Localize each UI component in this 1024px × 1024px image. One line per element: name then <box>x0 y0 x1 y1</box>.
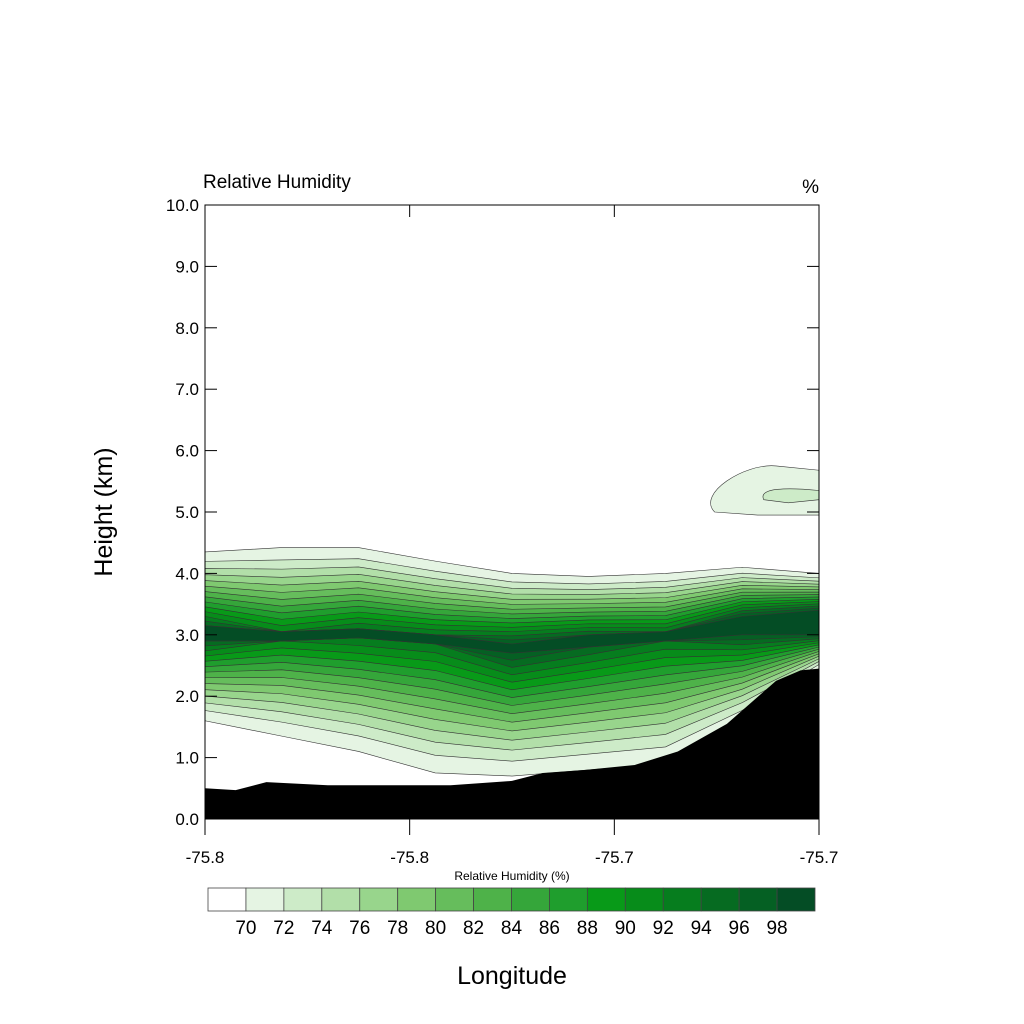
terrain <box>205 668 819 819</box>
y-tick-label: 6.0 <box>175 442 199 461</box>
y-tick-label: 0.0 <box>175 810 199 829</box>
y-tick-label: 10.0 <box>166 196 199 215</box>
colorbar-label: 76 <box>349 918 370 939</box>
colorbar-box <box>245 887 285 912</box>
colorbar-box <box>397 887 437 912</box>
x-axis: -75.8 -75.8 -75.7 -75.7 <box>186 205 839 867</box>
colorbar-box <box>283 887 323 912</box>
colorbar-box <box>435 887 474 912</box>
colorbar-box <box>549 887 588 912</box>
colorbar-box <box>586 887 626 912</box>
colorbar-box <box>473 887 512 912</box>
colorbar-label: 92 <box>653 918 674 939</box>
y-tick-label: 3.0 <box>175 626 199 645</box>
terrain-fill <box>205 668 819 819</box>
colorbar-label: 98 <box>766 918 787 939</box>
colorbar-label: 74 <box>311 918 333 939</box>
y-tick-label: 9.0 <box>175 257 199 276</box>
y-axis-label: Height (km) <box>90 447 118 576</box>
colorbar-box <box>511 887 550 912</box>
colorbar-label: 82 <box>463 918 484 939</box>
y-tick-label: 4.0 <box>175 564 199 583</box>
x-axis-label: Longitude <box>457 962 567 990</box>
colorbar-box <box>207 887 247 912</box>
y-tick-label: 2.0 <box>175 687 199 706</box>
colorbar-label: 78 <box>387 918 408 939</box>
colorbar-label: 84 <box>501 918 523 939</box>
y-tick-label: 8.0 <box>175 319 199 338</box>
colorbar-title: Relative Humidity (%) <box>454 869 569 883</box>
x-tick-label: -75.7 <box>800 848 839 867</box>
colorbar-label: 72 <box>273 918 294 939</box>
units-label: % <box>802 177 819 198</box>
colorbar-label: 86 <box>539 918 560 939</box>
colorbar-box <box>359 887 399 912</box>
chart-title: Relative Humidity <box>203 172 351 193</box>
colorbar-box <box>662 887 702 912</box>
y-tick-label: 5.0 <box>175 503 199 522</box>
colorbar-label: 70 <box>235 918 256 939</box>
colorbar-label: 96 <box>729 918 750 939</box>
y-axis: 0.0 1.0 2.0 3.0 4.0 5.0 6.0 7.0 8.0 9.0 10.0 <box>166 196 819 829</box>
colorbar-label: 94 <box>691 918 713 939</box>
x-tick-label: -75.8 <box>186 848 225 867</box>
y-tick-label: 1.0 <box>175 749 199 768</box>
colorbar-label: 88 <box>577 918 598 939</box>
colorbar-box <box>776 887 816 912</box>
x-tick-label: -75.7 <box>595 848 634 867</box>
contour-band-upper-inner <box>762 488 820 504</box>
colorbar: 70 72 74 76 78 80 82 84 86 88 90 92 94 96 98 <box>207 887 816 939</box>
contour-fills <box>204 465 820 777</box>
colorbar-box <box>321 887 361 912</box>
colorbar-label: 90 <box>615 918 636 939</box>
colorbar-box <box>700 887 740 912</box>
colorbar-box <box>624 887 664 912</box>
x-tick-label: -75.8 <box>390 848 429 867</box>
colorbar-box <box>738 887 778 912</box>
colorbar-label: 80 <box>425 918 446 939</box>
y-tick-label: 7.0 <box>175 380 199 399</box>
